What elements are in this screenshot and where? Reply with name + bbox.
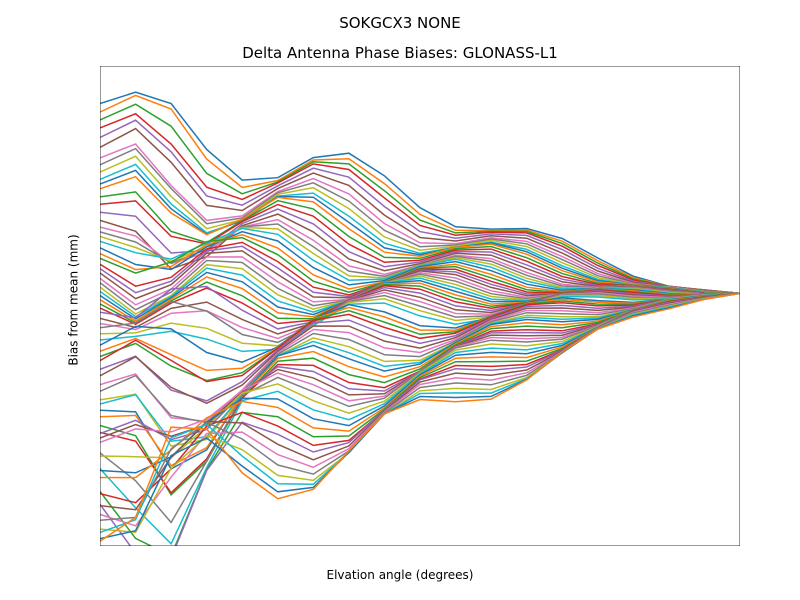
- series-line: [100, 293, 740, 477]
- axes: 0102030405060708090 −4−2024: [100, 66, 740, 546]
- x-axis-label: Elvation angle (degrees): [0, 568, 800, 582]
- axes-title: Delta Antenna Phase Biases: GLONASS-L1: [0, 44, 800, 62]
- figure: SOKGCX3 NONE Delta Antenna Phase Biases:…: [0, 0, 800, 600]
- y-axis-label: Bias from mean (mm): [67, 234, 81, 365]
- series-line: [100, 293, 740, 543]
- figure-suptitle: SOKGCX3 NONE: [0, 14, 800, 32]
- series-line: [100, 293, 740, 522]
